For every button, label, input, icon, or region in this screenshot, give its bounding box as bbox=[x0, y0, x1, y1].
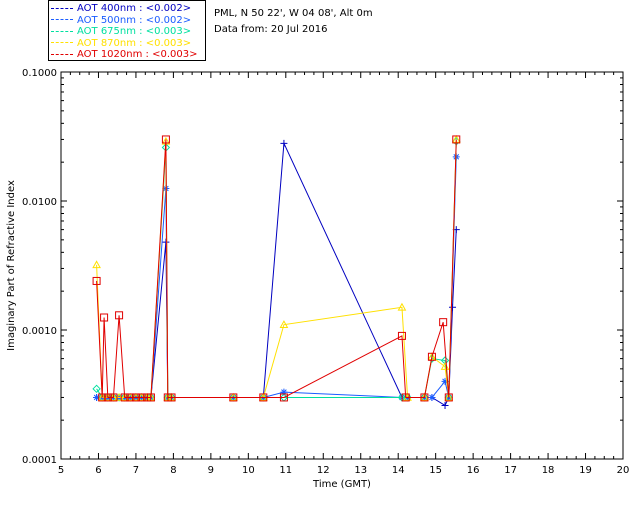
x-tick-label: 10 bbox=[242, 465, 255, 476]
y-axis-title: Imaginary Part of Refractive Index bbox=[6, 180, 17, 351]
x-tick-label: 17 bbox=[504, 465, 517, 476]
data-point bbox=[259, 393, 268, 402]
data-point bbox=[161, 135, 170, 144]
data-point bbox=[167, 393, 176, 402]
x-tick-label: 6 bbox=[95, 465, 101, 476]
legend-entry: AOT 400nm : <0.002> bbox=[51, 3, 191, 14]
data-point bbox=[120, 393, 129, 402]
x-tick-label: 7 bbox=[133, 465, 139, 476]
data-point bbox=[444, 392, 454, 401]
data-point bbox=[427, 352, 437, 361]
data-point bbox=[397, 331, 406, 340]
series-line bbox=[96, 139, 457, 398]
data-point bbox=[98, 393, 107, 402]
data-point bbox=[93, 393, 101, 401]
x-axis-title: Time (GMT) bbox=[312, 479, 371, 490]
legend-swatch bbox=[51, 19, 73, 20]
data-point bbox=[146, 393, 155, 402]
x-tick-label: 12 bbox=[317, 465, 330, 476]
legend: AOT 400nm : <0.002> AOT 500nm : <0.002> AO… bbox=[48, 0, 206, 61]
data-point bbox=[229, 393, 238, 402]
x-tick-label: 19 bbox=[579, 465, 592, 476]
series-line bbox=[96, 141, 457, 407]
data-point bbox=[92, 276, 101, 285]
data-point bbox=[279, 320, 289, 328]
legend-label: AOT 675nm : <0.003> bbox=[77, 26, 192, 37]
y-tick-label: 0.1000 bbox=[22, 68, 57, 79]
data-point bbox=[428, 393, 436, 401]
legend-entry: AOT 1020nm : <0.003> bbox=[51, 49, 197, 60]
data-point bbox=[397, 302, 407, 311]
data-point bbox=[420, 393, 429, 402]
data-point bbox=[441, 377, 449, 385]
data-point bbox=[279, 393, 288, 402]
site-info: PML, N 50 22', W 04 08', Alt 0m bbox=[214, 8, 373, 19]
legend-label: AOT 500nm : <0.002> bbox=[77, 14, 192, 26]
data-point bbox=[100, 313, 109, 322]
x-tick-label: 20 bbox=[617, 465, 630, 476]
data-point bbox=[92, 260, 101, 269]
data-point bbox=[452, 135, 461, 144]
data-point bbox=[439, 318, 448, 327]
legend-swatch bbox=[51, 7, 73, 9]
legend-swatch bbox=[51, 53, 73, 55]
series-line bbox=[96, 156, 457, 398]
x-tick-label: 18 bbox=[542, 465, 555, 476]
date-info: Data from: 20 Jul 2016 bbox=[214, 24, 328, 35]
x-tick-label: 15 bbox=[429, 465, 442, 476]
data-point bbox=[115, 311, 124, 320]
legend-entry: AOT 870nm : <0.003> bbox=[51, 38, 191, 49]
legend-entry: AOT 500nm : <0.002> bbox=[51, 15, 191, 26]
data-point bbox=[427, 352, 436, 361]
data-point bbox=[109, 393, 118, 402]
data-point bbox=[449, 303, 457, 311]
x-tick-label: 16 bbox=[467, 465, 480, 476]
data-point bbox=[401, 393, 410, 402]
legend-swatch bbox=[51, 30, 73, 32]
data-point bbox=[126, 393, 135, 402]
x-tick-label: 5 bbox=[58, 465, 64, 476]
y-tick-label: 0.0010 bbox=[22, 326, 57, 337]
x-tick-label: 13 bbox=[354, 465, 367, 476]
x-tick-label: 11 bbox=[279, 465, 292, 476]
x-tick-label: 8 bbox=[170, 465, 176, 476]
x-tick-label: 14 bbox=[392, 465, 405, 476]
data-point bbox=[137, 393, 146, 402]
y-tick-label: 0.0001 bbox=[22, 455, 57, 466]
legend-swatch bbox=[51, 42, 73, 43]
series-line bbox=[96, 141, 457, 398]
legend-label: AOT 870nm : <0.003> bbox=[77, 37, 192, 49]
legend-label: AOT 1020nm : <0.003> bbox=[77, 49, 198, 60]
data-point bbox=[92, 384, 101, 394]
data-point bbox=[280, 388, 288, 396]
data-point bbox=[131, 393, 140, 402]
x-tick-label: 9 bbox=[208, 465, 214, 476]
series-line bbox=[96, 139, 457, 398]
y-tick-label: 0.0100 bbox=[22, 197, 57, 208]
legend-entry: AOT 675nm : <0.003> bbox=[51, 26, 191, 37]
data-point bbox=[441, 401, 449, 409]
data-point bbox=[444, 393, 453, 402]
data-point bbox=[280, 139, 288, 147]
legend-label: AOT 400nm : <0.002> bbox=[77, 3, 192, 14]
data-point bbox=[103, 393, 112, 402]
